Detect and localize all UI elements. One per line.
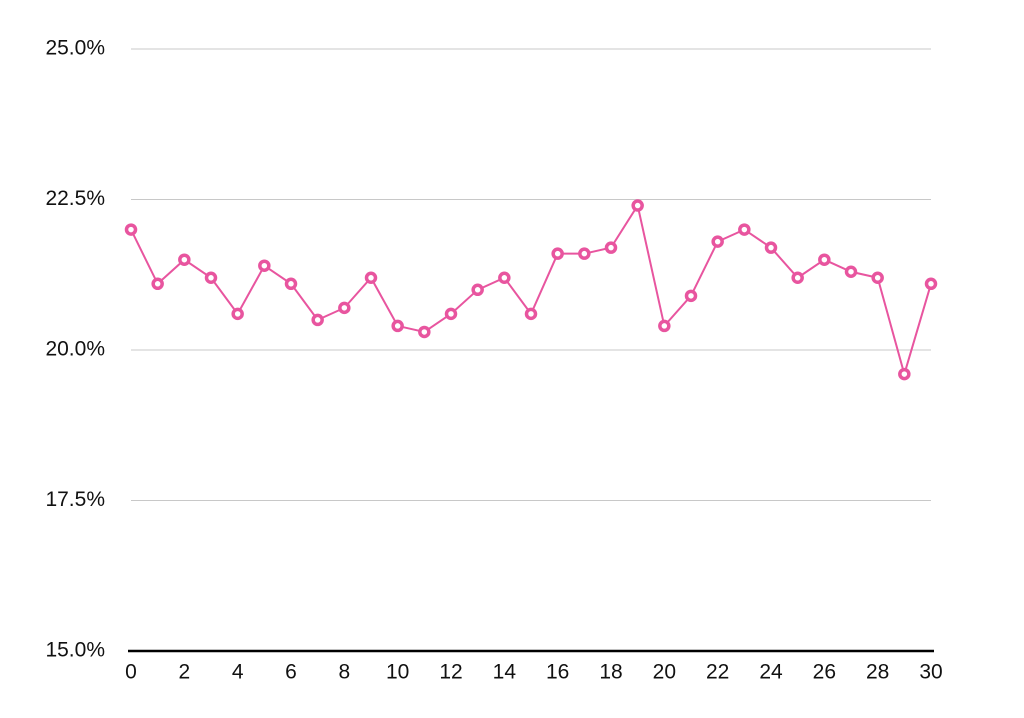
y-tick-label: 15.0%: [45, 639, 105, 662]
x-tick-label: 10: [386, 661, 409, 684]
x-tick-label: 26: [813, 661, 836, 684]
point: [898, 367, 911, 381]
point: [311, 313, 324, 327]
point: [631, 199, 644, 212]
point: [471, 283, 484, 297]
point: [924, 277, 938, 291]
x-tick-label: 30: [919, 661, 942, 684]
y-tick-label: 17.5%: [45, 488, 105, 511]
x-tick-label: 12: [439, 661, 462, 684]
point: [791, 271, 804, 285]
point: [578, 247, 591, 260]
point: [738, 223, 751, 236]
point: [604, 241, 618, 254]
point: [124, 223, 138, 236]
point: [818, 253, 831, 266]
line: [130, 202, 932, 378]
point: [551, 247, 564, 260]
point: [391, 319, 404, 333]
point: [764, 241, 778, 254]
x-tick-label: 22: [706, 661, 729, 684]
point: [844, 265, 858, 278]
y-tick-label: 20.0%: [45, 338, 105, 361]
x-tick-label: 28: [866, 661, 889, 684]
x-tick-label: 2: [178, 661, 190, 684]
y-tick-label: 25.0%: [45, 37, 105, 60]
x-tick-label: 6: [285, 661, 297, 684]
point: [258, 259, 271, 272]
point: [658, 319, 671, 333]
point: [684, 289, 698, 303]
point: [498, 271, 511, 285]
point: [524, 307, 538, 321]
x-tick-label: 14: [493, 661, 517, 684]
point: [151, 277, 164, 291]
point: [444, 307, 458, 321]
point: [231, 307, 244, 321]
x-tick-label: 0: [125, 661, 137, 684]
x-tick-label: 16: [546, 661, 569, 684]
point: [204, 271, 218, 285]
x-tick-label: 24: [759, 661, 783, 684]
point: [871, 271, 884, 285]
x-tick-label: 8: [338, 661, 350, 684]
point: [711, 235, 724, 248]
x-tick-label: 20: [653, 661, 676, 684]
point: [178, 253, 191, 266]
point: [284, 277, 298, 291]
x-tick-label: 4: [232, 661, 244, 684]
y-tick-label: 22.5%: [45, 187, 105, 210]
point: [418, 325, 431, 339]
point: [364, 271, 378, 285]
point: [338, 301, 351, 315]
x-tick-label: 18: [599, 661, 622, 684]
